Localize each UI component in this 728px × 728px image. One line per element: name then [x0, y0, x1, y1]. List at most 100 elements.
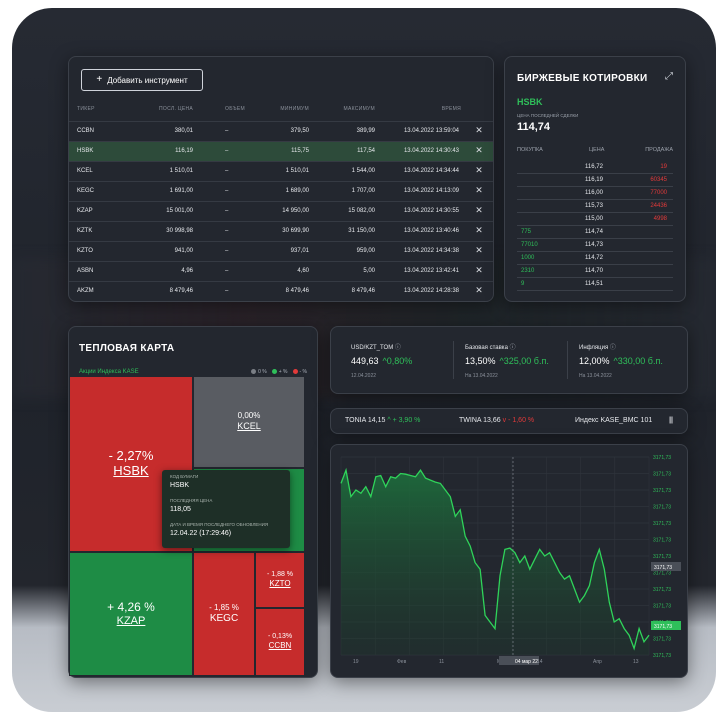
- y-tick-label: 3171,73: [653, 554, 671, 560]
- close-icon[interactable]: ✕: [475, 185, 483, 195]
- expand-icon[interactable]: ⤢: [665, 71, 673, 82]
- quote-row[interactable]: 775 114,74: [517, 226, 673, 239]
- pause-icon[interactable]: ||: [669, 417, 673, 424]
- close-icon[interactable]: ✕: [475, 225, 483, 235]
- arrow-up-icon: ^: [382, 356, 387, 366]
- cell-time: 13.04.2022 14:34:38: [403, 248, 459, 254]
- heatmap-title: ТЕПЛОВАЯ КАРТА: [79, 343, 175, 354]
- price-chart-panel[interactable]: 3171,73 3171,73 3171,73 3171,73 3171,73 3171,…: [330, 444, 688, 678]
- table-row[interactable]: AKZM 8 479,46 – 8 479,46 8 479,46 13.04.2022 …: [69, 281, 493, 302]
- table-row[interactable]: HSBK 116,19 – 115,75 117,54 13.04.2022 14:30:…: [69, 141, 493, 162]
- rate-change-value: 325,00 б.п.: [503, 356, 549, 366]
- close-icon[interactable]: ✕: [475, 125, 483, 135]
- heatmap-tile-kegc[interactable]: - 1,85 % KEGC: [193, 552, 255, 676]
- close-icon[interactable]: ✕: [475, 285, 483, 295]
- plus-icon: +: [96, 74, 103, 85]
- last-value-marker-label: 3171,73: [654, 624, 672, 630]
- quote-row[interactable]: 77010 114,73: [517, 239, 673, 252]
- tile-pct: - 1,85 %: [209, 602, 239, 612]
- close-icon[interactable]: ✕: [475, 165, 483, 175]
- cell-min: 30 699,90: [282, 228, 309, 234]
- heatmap-legend: 0 % + % - %: [251, 369, 307, 375]
- table-row[interactable]: KZTO 941,00 – 937,01 959,00 13.04.2022 14:34:…: [69, 241, 493, 262]
- cell-time: 13.04.2022 13:59:04: [403, 128, 459, 134]
- close-icon[interactable]: ✕: [475, 265, 483, 275]
- heatmap-tile-ccbn[interactable]: - 0,13% CCBN: [255, 608, 305, 676]
- quote-price: 116,00: [585, 190, 603, 196]
- rate-inflation: Инфляция ⓘ 12,00% ^330,00 б.п. На 13.04.2…: [579, 327, 697, 393]
- tooltip-price: 118,05: [170, 506, 191, 513]
- cell-time: 13.04.2022 14:13:09: [403, 188, 459, 194]
- quote-row[interactable]: 115,00 4998: [517, 213, 673, 226]
- quote-sell: 19: [660, 164, 667, 170]
- arrow-up-icon: ^: [613, 356, 618, 366]
- quote-price: 115,00: [585, 216, 603, 222]
- quote-row[interactable]: 115,73 24436: [517, 200, 673, 213]
- heatmap-tile-kcel[interactable]: 0,00% KCEL: [193, 376, 305, 468]
- close-icon[interactable]: ✕: [475, 205, 483, 215]
- tile-symbol: CCBN: [268, 641, 292, 650]
- quote-price: 114,73: [585, 242, 603, 248]
- quote-row[interactable]: 116,19 60345: [517, 174, 673, 187]
- cell-last: 380,01: [174, 128, 193, 134]
- rate-value: 12,00%: [579, 356, 610, 366]
- tooltip-price-label: ПОСЛЕДНЯЯ ЦЕНА: [170, 498, 213, 503]
- col-last: ПОСЛ. ЦЕНА: [159, 106, 193, 112]
- quote-row[interactable]: 116,72 19: [517, 161, 673, 174]
- x-tick-label: Апр: [593, 659, 602, 665]
- quote-row[interactable]: 1000 114,72: [517, 252, 673, 265]
- table-row[interactable]: KEGC 1 691,00 – 1 689,00 1 707,00 13.04.2022 …: [69, 181, 493, 202]
- ticker-change-value: + 3,90 %: [392, 417, 421, 424]
- close-icon[interactable]: ✕: [475, 245, 483, 255]
- x-tick-label: 19: [353, 659, 359, 665]
- cell-max: 959,00: [356, 248, 375, 254]
- x-tick-label: 13: [633, 659, 639, 665]
- close-icon[interactable]: ✕: [475, 145, 483, 155]
- table-header: ТИКЕР ПОСЛ. ЦЕНА ОБЪЕМ МИНИМУМ МАКСИМУМ …: [69, 106, 493, 118]
- tile-pct: - 0,13%: [267, 632, 293, 640]
- quote-row[interactable]: 9 114,51: [517, 278, 673, 291]
- quote-row[interactable]: 2310 114,70: [517, 265, 673, 278]
- table-row[interactable]: KZTK 30 998,98 – 30 699,90 31 150,00 13.04.20…: [69, 221, 493, 242]
- y-tick-label: 3171,73: [653, 505, 671, 511]
- add-instrument-button[interactable]: + Добавить инструмент: [81, 69, 203, 91]
- cell-last: 941,00: [174, 248, 193, 254]
- ticker-value: 13,66: [483, 417, 501, 424]
- quote-symbol: HSBK: [517, 97, 543, 107]
- info-icon[interactable]: ⓘ: [394, 345, 401, 351]
- table-row[interactable]: KZAP 15 001,00 – 14 950,00 15 082,00 13.04.20…: [69, 201, 493, 222]
- heatmap-tile-kzap[interactable]: + 4,26 % KZAP: [69, 552, 193, 676]
- heatmap-subtitle: Акции Индекса KASE: [79, 369, 139, 375]
- info-icon[interactable]: ⓘ: [509, 345, 516, 351]
- rates-panel: USD/KZT_TOM ⓘ 449,63 ^0,80% 12.04.2022 Ба…: [330, 326, 688, 394]
- cell-last: 1 691,00: [169, 188, 193, 194]
- cell-last: 8 479,46: [169, 288, 193, 294]
- rate-date: На 13.04.2022: [579, 373, 612, 379]
- rate-label: Базовая ставка: [465, 345, 508, 351]
- table-row[interactable]: KCEL 1 510,01 – 1 510,01 1 544,00 13.04.2022 …: [69, 161, 493, 182]
- quotes-panel: БИРЖЕВЫЕ КОТИРОВКИ ⤢ HSBK ЦЕНА ПОСЛЕДНЕЙ…: [504, 56, 686, 302]
- table-row[interactable]: CCBN 380,01 – 379,50 389,99 13.04.2022 13:59:…: [69, 121, 493, 142]
- legend-down-label: - %: [299, 369, 308, 375]
- cell-max: 1 707,00: [351, 188, 375, 194]
- col-price: ЦЕНА: [589, 147, 605, 153]
- cell-max: 15 082,00: [348, 208, 375, 214]
- cell-ticker: KZTO: [77, 248, 93, 254]
- cell-min: 1 510,01: [285, 168, 309, 174]
- crosshair-marker: [651, 562, 681, 571]
- tile-symbol: KZAP: [116, 615, 146, 628]
- table-row[interactable]: ASBN 4,96 – 4,60 5,00 13.04.2022 13:42:41 ✕: [69, 261, 493, 282]
- cell-last: 15 001,00: [166, 208, 193, 214]
- heatmap-tile-hsbk[interactable]: - 2,27% HSBK: [69, 376, 193, 552]
- quote-row[interactable]: 116,00 77000: [517, 187, 673, 200]
- cell-volume: –: [225, 228, 229, 234]
- heatmap-tile-kzto[interactable]: - 1,88 % KZTO: [255, 552, 305, 608]
- tooltip-code: HSBK: [170, 482, 190, 489]
- cell-last: 1 510,01: [169, 168, 193, 174]
- price-chart[interactable]: 3171,733171,733171,733171,733171,733171,…: [331, 445, 687, 677]
- tile-pct: - 2,27%: [108, 447, 154, 463]
- cell-volume: –: [225, 248, 229, 254]
- info-icon[interactable]: ⓘ: [609, 345, 616, 351]
- cell-volume: –: [225, 168, 229, 174]
- tile-pct: + 4,26 %: [107, 599, 155, 614]
